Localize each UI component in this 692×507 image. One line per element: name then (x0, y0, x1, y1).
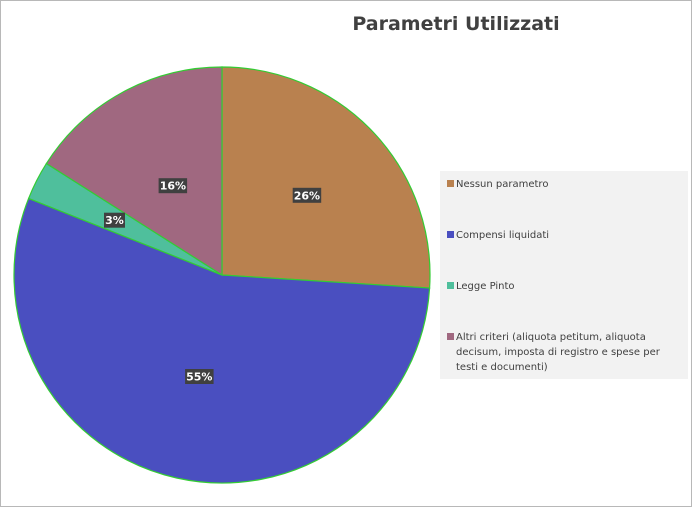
data-label-altri-criteri: 16% (158, 178, 188, 194)
data-label-legge-pinto: 3% (104, 212, 125, 228)
legend-item-compensi-liquidati: Compensi liquidati (447, 228, 683, 243)
legend-item-altri-criteri: Altri criteri (aliquota petitum, aliquot… (447, 330, 683, 375)
data-label-text: 16% (160, 180, 186, 193)
legend-swatch (447, 231, 454, 238)
legend-label: Compensi liquidati (456, 230, 550, 241)
data-label-background (292, 187, 322, 203)
legend-item-legge-pinto: Legge Pinto (447, 279, 683, 294)
slice-altri-criteri (45, 66, 223, 277)
slice-nessun-parametro (221, 66, 431, 289)
legend-label: Legge Pinto (456, 281, 515, 292)
data-label-background (104, 212, 125, 228)
legend: Nessun parametro Compensi liquidati Legge … (440, 171, 688, 379)
legend-label: Altri criteri (aliquota petitum, aliquot… (456, 332, 660, 373)
chart-title: Parametri Utilizzati (352, 13, 560, 35)
legend-swatch (447, 282, 454, 289)
legend-swatch (447, 180, 454, 187)
data-label-text: 26% (294, 189, 320, 202)
data-label-text: 55% (186, 371, 212, 384)
legend-label: Nessun parametro (456, 179, 549, 190)
data-label-compensi-liquidati: 55% (185, 369, 214, 384)
legend-item-nessun-parametro: Nessun parametro (447, 177, 683, 192)
legend-swatch (447, 333, 454, 340)
data-label-nessun-parametro: 26% (292, 187, 322, 203)
data-label-background (158, 178, 188, 194)
data-label-background (185, 369, 214, 384)
slice-compensi-liquidati (13, 197, 431, 484)
data-label-text: 3% (105, 214, 124, 227)
